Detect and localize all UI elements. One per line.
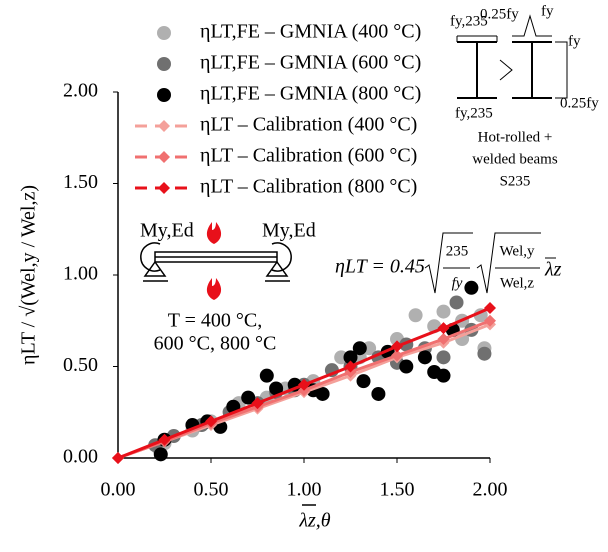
- section-icon: [456, 14, 568, 99]
- calibration-marker: [437, 333, 450, 346]
- annotation: 600 °C, 800 °C: [154, 333, 277, 355]
- y-tick-label: 1.00: [63, 263, 98, 285]
- data-point: [436, 350, 451, 365]
- data-point: [241, 390, 256, 405]
- data-point: [343, 350, 358, 365]
- formula-part: λz: [544, 259, 562, 281]
- calibration-marker: [391, 349, 403, 362]
- x-tick-label: 2.00: [473, 479, 508, 501]
- legend-marker: [158, 120, 170, 132]
- legend-marker: [157, 26, 171, 40]
- data-point: [269, 381, 284, 396]
- annotation: Hot-rolled +: [478, 129, 553, 145]
- annotation: My,Ed: [262, 220, 316, 242]
- y-tick-label: 1.50: [63, 171, 98, 193]
- annotation: 0.25fy: [480, 6, 519, 22]
- annotation: fy: [541, 3, 554, 19]
- y-tick-label: 0.50: [63, 354, 98, 376]
- annotation: welded beams: [472, 151, 558, 167]
- legend-label: ηLT,FE – GMNIA (400 °C): [200, 21, 421, 43]
- calibration-marker: [251, 397, 264, 410]
- calibration-marker: [344, 360, 357, 373]
- annotation: fy,235: [455, 105, 493, 121]
- data-point: [417, 350, 432, 365]
- formula-part: Wel,y: [499, 243, 535, 259]
- calibration-marker: [484, 314, 496, 327]
- data-point: [436, 304, 451, 319]
- data-point: [436, 368, 451, 383]
- formula-part: Wel,z: [500, 275, 535, 291]
- legend-label: ηLT – Calibration (400 °C): [200, 114, 417, 136]
- data-point: [352, 341, 367, 356]
- calibration-marker: [484, 301, 496, 314]
- legend-marker: [157, 88, 171, 102]
- legend-label: ηLT,FE – GMNIA (600 °C): [200, 52, 421, 74]
- calibration-marker: [158, 433, 171, 446]
- x-tick-label: 1.50: [380, 479, 415, 501]
- formula: ηLT = 0.45 235 fy Wel,y Wel,z λz: [335, 232, 562, 294]
- data-point: [464, 280, 479, 295]
- y-tick-label: 0.00: [63, 446, 98, 468]
- annotation: T = 400 °C,: [168, 310, 262, 332]
- legend-label: ηLT – Calibration (600 °C): [200, 145, 417, 167]
- x-tick-label: 1.00: [287, 479, 322, 501]
- data-point: [371, 386, 386, 401]
- x-axis-label: λz,θ: [298, 510, 330, 532]
- annotation: fy,235: [450, 13, 488, 29]
- data-point: [408, 308, 423, 323]
- annotation: fy: [568, 33, 581, 49]
- calibration-marker: [205, 415, 217, 428]
- data-point: [477, 346, 492, 361]
- calibration-marker: [391, 340, 403, 353]
- calibration-marker: [437, 322, 450, 335]
- sqrt: [424, 232, 473, 294]
- data-point: [356, 374, 371, 389]
- legend-label: ηLT,FE – GMNIA (800 °C): [200, 83, 421, 105]
- formula-part: fy: [452, 275, 463, 291]
- legend-label: ηLT – Calibration (800 °C): [200, 176, 417, 198]
- legend-marker: [158, 182, 170, 194]
- annotation: 0.25fy: [560, 95, 599, 111]
- beam-icon: [140, 242, 292, 282]
- data-point: [259, 368, 274, 383]
- legend-marker: [158, 151, 170, 163]
- y-tick-label: 2.00: [63, 80, 98, 102]
- data-point: [153, 447, 168, 462]
- sqrt: [476, 232, 541, 294]
- x-tick-label: 0.00: [101, 479, 136, 501]
- flame: [206, 278, 222, 300]
- annotation: My,Ed: [140, 220, 194, 242]
- data-point: [399, 359, 414, 374]
- calibration-marker: [112, 452, 124, 464]
- formula-part: 235: [446, 243, 469, 259]
- formula-part: ηLT = 0.45: [335, 256, 425, 278]
- data-point: [449, 295, 464, 310]
- legend-marker: [157, 57, 171, 71]
- data-point: [315, 386, 330, 401]
- annotation: S235: [500, 173, 531, 189]
- flame: [206, 222, 222, 244]
- calibration-marker: [298, 378, 310, 391]
- x-tick-label: 0.50: [194, 479, 229, 501]
- y-axis-label: ηLT / √(Wel,y / Wel,z): [18, 185, 40, 365]
